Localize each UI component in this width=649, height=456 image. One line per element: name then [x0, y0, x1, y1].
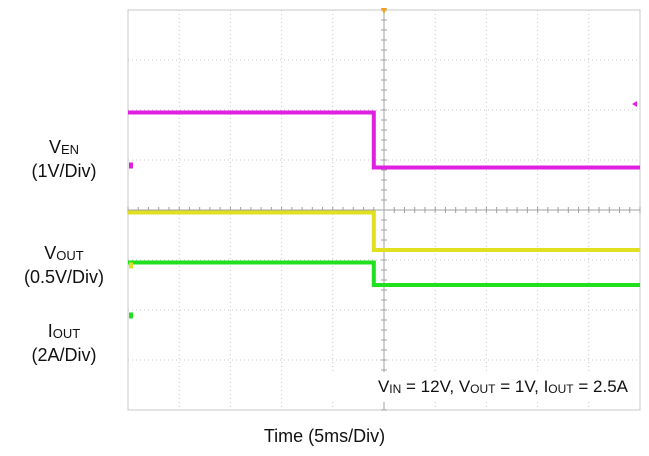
trigger-level-marker-icon	[632, 101, 637, 107]
vout-label-main: V	[44, 243, 57, 263]
trace-vout	[128, 210, 640, 252]
channel-label-ven: VEN (1V/Div)	[2, 136, 126, 183]
condition-iout-value: = 2.5A	[573, 377, 628, 396]
channel-label-vout: VOUT (0.5V/Div)	[2, 242, 126, 289]
traces	[128, 110, 640, 287]
x-axis-label: Time (5ms/Div)	[263, 426, 386, 446]
channel-marker-vout	[129, 262, 133, 269]
test-conditions: VIN = 12V, VOUT = 1V, IOUT = 2.5A	[300, 372, 638, 402]
condition-vin-value: = 12V,	[401, 377, 459, 396]
trace-ven	[128, 110, 640, 170]
iout-label-main: I	[47, 321, 53, 341]
condition-vout-main: V	[458, 377, 471, 396]
vout-scale: (0.5V/Div)	[23, 267, 104, 287]
ven-label-main: V	[48, 137, 61, 157]
condition-vout-sub: OUT	[470, 382, 496, 396]
trace-iout	[128, 260, 640, 287]
condition-iout-sub: OUT	[548, 382, 574, 396]
ven-label-sub: EN	[60, 142, 80, 157]
channel-marker-iout	[129, 312, 133, 319]
markers	[129, 8, 637, 319]
condition-vout-value: = 1V,	[495, 377, 544, 396]
iout-label-sub: OUT	[52, 326, 81, 341]
condition-vin-main: V	[377, 377, 390, 396]
grid	[127, 9, 641, 411]
channel-marker-ven	[129, 162, 133, 169]
condition-iout-main: I	[543, 377, 549, 396]
iout-scale: (2A/Div)	[31, 345, 97, 365]
vout-label-sub: OUT	[56, 248, 84, 263]
trigger-marker-icon	[381, 8, 387, 14]
channel-label-iout: IOUT (2A/Div)	[2, 320, 126, 367]
ven-scale: (1V/Div)	[31, 161, 97, 181]
condition-vin-sub: IN	[389, 382, 402, 396]
